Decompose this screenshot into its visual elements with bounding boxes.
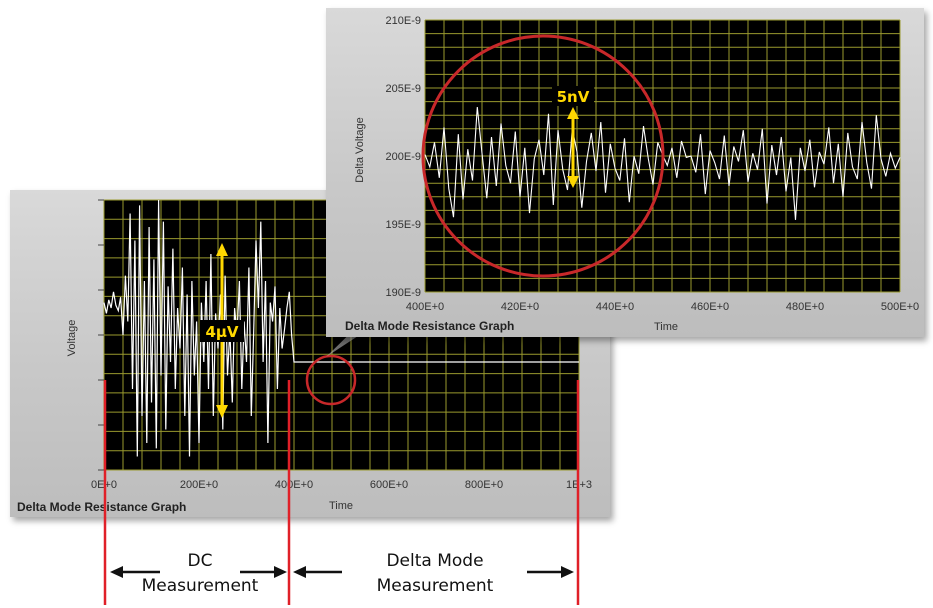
zoom-ylabel: Delta Voltage <box>354 117 366 182</box>
main-x-tick-label: 400E+0 <box>275 479 313 491</box>
zoom-graph-title: Delta Mode Resistance Graph <box>345 319 514 333</box>
dc-label-line1: DC <box>188 551 213 571</box>
zoom-x-tick-label: 440E+0 <box>596 301 634 313</box>
zoom-x-tick-label: 480E+0 <box>786 301 824 313</box>
dc-label-line2: Measurement <box>142 576 259 596</box>
zoom-x-tick-label: 420E+0 <box>501 301 539 313</box>
zoom-y-tick-label: 190E-9 <box>386 287 421 299</box>
main-graph-title: Delta Mode Resistance Graph <box>17 500 186 514</box>
zoom-y-tick-label: 205E-9 <box>386 83 421 95</box>
zoom-y-tick-labels: 190E-9 195E-9 200E-9 205E-9 210E-9 <box>386 15 421 299</box>
zoom-x-tick-label: 460E+0 <box>691 301 729 313</box>
dc-amplitude-label-bg <box>200 320 244 342</box>
main-x-tick-label: 200E+0 <box>180 479 218 491</box>
zoom-y-tick-label: 195E-9 <box>386 219 421 231</box>
zoom-x-tick-label: 400E+0 <box>406 301 444 313</box>
dc-range-arrows <box>110 566 287 578</box>
zoom-y-tick-label: 200E-9 <box>386 151 421 163</box>
main-x-tick-label: 600E+0 <box>370 479 408 491</box>
delta-label-line2: Measurement <box>377 576 494 596</box>
zoom-x-tick-labels: 400E+0 420E+0 440E+0 460E+0 480E+0 500E+0 <box>406 301 919 313</box>
main-xlabel: Time <box>329 500 353 512</box>
zoom-x-tick-label: 500E+0 <box>881 301 919 313</box>
main-x-tick-label: 800E+0 <box>465 479 503 491</box>
delta-range-arrows <box>293 566 574 578</box>
zoom-xlabel: Time <box>654 321 678 333</box>
delta-amplitude-label: 5nV <box>557 88 590 106</box>
zoom-highlight-circle <box>421 34 665 278</box>
delta-amplitude-label-bg <box>552 86 594 106</box>
delta-label-line1: Delta Mode <box>386 551 483 571</box>
zoom-y-tick-label: 210E-9 <box>386 15 421 27</box>
main-zoom-circle <box>305 354 357 406</box>
main-y-ticks <box>98 199 104 471</box>
delta-amplitude-arrow <box>567 107 579 188</box>
main-trace <box>103 199 579 457</box>
dc-amplitude-label: 4µV <box>205 323 238 341</box>
main-ylabel: Voltage <box>66 320 78 357</box>
